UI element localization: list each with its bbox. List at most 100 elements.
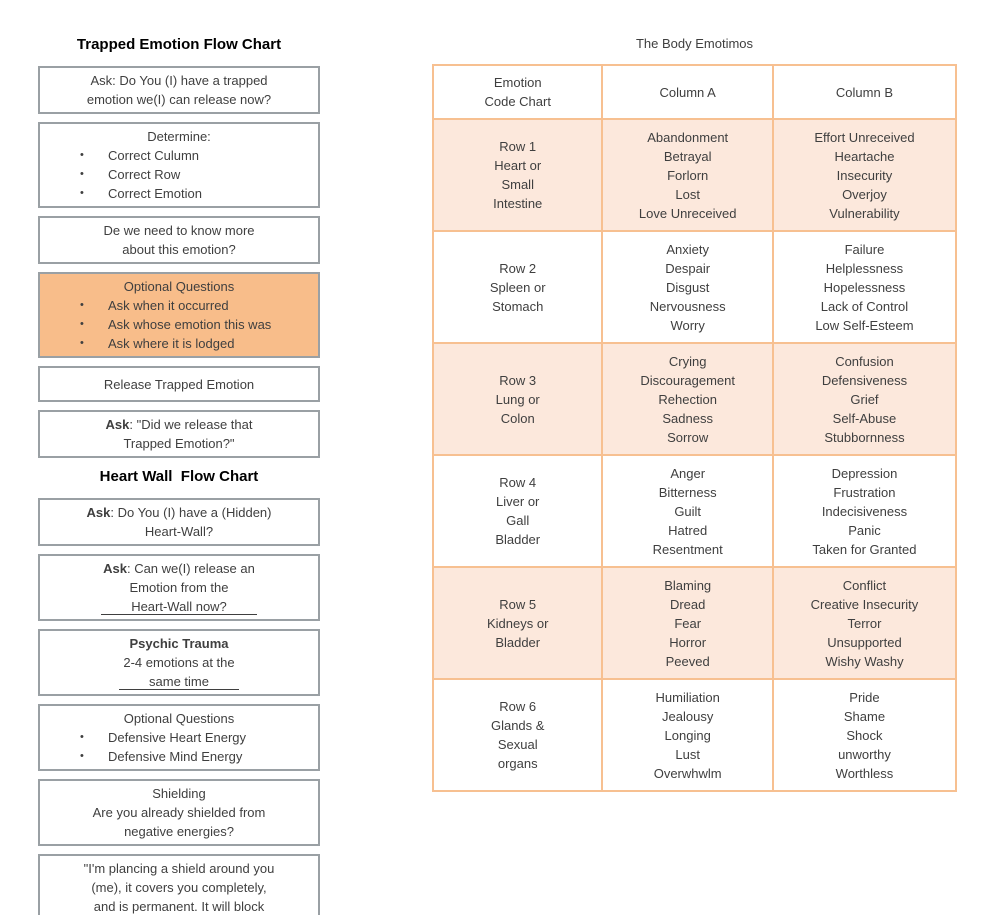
- column-b-cell: Effort Unreceived Heartache Insecurity Over…: [771, 118, 958, 232]
- flow-box-line: Ask: Do You (I) have a (Hidden): [48, 503, 310, 522]
- column-a-cell: Humiliation Jealousy Longing Lust Overwhwlm: [601, 678, 774, 792]
- cell-line: Sorrow: [667, 429, 709, 445]
- flow-box: Optional Questions • Defensive Heart Energ…: [38, 704, 320, 771]
- emotions-table: Emotion Code Chart Column A Column B Row…: [431, 64, 958, 792]
- flow-box: De we need to know more about this emotio…: [38, 216, 320, 264]
- cell-line: Lost: [675, 186, 700, 202]
- table-row: Row 3 Lung or Colon Crying Discouragement Reh…: [431, 342, 958, 456]
- header-line: Emotion: [493, 75, 542, 90]
- flow-box-line: Shielding: [48, 784, 310, 803]
- cell-line: Horror: [669, 634, 707, 650]
- cell-line: unworthy: [838, 746, 891, 762]
- table-row: Row 6 Glands & Sexual organs Humiliation Jeal…: [431, 678, 958, 792]
- cell-line: Small: [501, 177, 534, 192]
- flow-box: Determine: • Correct Culumn • Correct Row • Co…: [38, 122, 320, 208]
- cell-line: Overwhwlm: [653, 765, 722, 781]
- flowchart-trapped-emotion: Trapped Emotion Flow Chart Ask: Do You (I…: [38, 36, 320, 458]
- flow-box-text: Optional Questions: [123, 711, 235, 726]
- cell-line: Anxiety: [666, 241, 709, 257]
- flow-box-line: Heart-Wall?: [48, 522, 310, 541]
- flow-box-line: and is permanent. It will block: [48, 897, 310, 915]
- cell-line: Abandonment: [647, 129, 729, 145]
- cell-line: Heartache: [834, 148, 895, 164]
- column-a-cell: Anger Bitterness Guilt Hatred Resentment: [601, 454, 774, 568]
- column-b-cell: Confusion Defensiveness Grief Self-Abuse Stu…: [771, 342, 958, 456]
- column-b-cell: Failure Helplessness Hopelessness Lack of C…: [771, 230, 958, 344]
- flow-box-text: Correct Culumn: [108, 148, 200, 163]
- table-row: Row 1 Heart or Small Intestine Abandonment Be…: [431, 118, 958, 232]
- flow-box-text: Are you already shielded from: [92, 805, 266, 820]
- cell-line: Conflict: [842, 577, 887, 593]
- cell-line: Discouragement: [640, 372, 735, 388]
- cell-line: Fear: [674, 615, 702, 631]
- flow-box-text: about this emotion?: [122, 242, 236, 257]
- flow-box-text: Optional Questions: [123, 279, 235, 294]
- flow-box-text: Ask: Do You (I) have a trapped: [90, 73, 268, 88]
- cell-line: Spleen or: [489, 279, 546, 295]
- cell-line: Confusion: [835, 353, 894, 369]
- flow-box: Psychic Trauma 2-4 emotions at the same ti…: [38, 629, 320, 696]
- cell-line: Crying: [668, 353, 707, 369]
- flow-box-line: • Ask whose emotion this was: [48, 315, 310, 334]
- cell-line: Lust: [675, 746, 700, 762]
- cell-line: Frustration: [833, 484, 896, 500]
- flow-box-line: emotion we(I) can release now?: [48, 90, 310, 109]
- cell-line: Unsupported: [827, 634, 902, 650]
- cell-line: Shame: [843, 708, 886, 724]
- flow-box: Ask: Can we(I) release an Emotion from th…: [38, 554, 320, 621]
- cell-line: Grief: [850, 391, 879, 407]
- flow-box-line: same time: [48, 672, 310, 691]
- cell-line: Failure: [844, 241, 885, 257]
- flow-box: Shielding Are you already shielded from ne…: [38, 779, 320, 846]
- flow-box-text: Release Trapped Emotion: [103, 376, 255, 392]
- cell-line: Disgust: [666, 279, 710, 295]
- cell-line: Panic: [848, 522, 881, 538]
- cell-line: Guilt: [674, 503, 702, 519]
- cell-line: Stomach: [492, 298, 544, 314]
- flow-box-text: De we need to know more: [103, 223, 255, 238]
- bullet-icon: •: [80, 318, 84, 330]
- flow-box-text: (me), it covers you completely,: [91, 880, 267, 895]
- cell-line: Bladder: [495, 532, 541, 547]
- cell-line: Worry: [670, 317, 705, 333]
- flow-box-text: emotion we(I) can release now?: [86, 92, 272, 107]
- column-b-cell: Pride Shame Shock unworthy Worthless: [771, 678, 958, 792]
- cell-line: Lung or: [495, 391, 540, 407]
- cell-line: Indecisiveness: [821, 503, 908, 519]
- flow-box-line: Psychic Trauma: [48, 634, 310, 653]
- flow-box-line: (me), it covers you completely,: [48, 878, 310, 897]
- flow-box-text: "I'm plancing a shield around you: [83, 861, 275, 876]
- flow-box-line: • Correct Culumn: [48, 146, 310, 165]
- flow-box-text: Correct Row: [108, 167, 181, 182]
- cell-line: Blaming: [664, 577, 712, 593]
- flow-box-line: "I'm plancing a shield around you: [48, 859, 310, 878]
- table-row: Row 4 Liver or Gall Bladder Anger Bitterness G…: [431, 454, 958, 568]
- flow-box-text: Ask: Do You (I) have a (Hidden): [86, 505, 272, 520]
- header-line: Code Chart: [484, 94, 551, 109]
- cell-line: Helplessness: [825, 260, 904, 276]
- table-row: Row 2 Spleen or Stomach Anxiety Despair Disgu…: [431, 230, 958, 344]
- cell-line: Row 3: [499, 372, 537, 388]
- cell-line: Rehection: [658, 391, 717, 407]
- flow-box-line: • Ask where it is lodged: [48, 334, 310, 353]
- cell-line: Overjoy: [842, 186, 887, 202]
- cell-line: Pride: [849, 689, 880, 705]
- cell-line: organs: [497, 756, 538, 771]
- flow-box: Ask: Do You (I) have a trapped emotion we…: [38, 66, 320, 114]
- header-cell-column-b: Column B: [771, 64, 958, 120]
- flow-box-text: Determine:: [147, 129, 211, 144]
- column-a-cell: Blaming Dread Fear Horror Peeved: [601, 566, 774, 680]
- cell-line: Humiliation: [655, 689, 720, 705]
- bullet-icon: •: [80, 168, 84, 180]
- bullet-icon: •: [80, 187, 84, 199]
- row-label-cell: Row 3 Lung or Colon: [431, 342, 604, 456]
- flow-box-line: Ask: "Did we release that: [48, 415, 310, 434]
- cell-line: Bladder: [495, 634, 541, 650]
- flow-box-text: Heart-Wall?: [144, 524, 214, 539]
- flow-box: Release Trapped Emotion: [38, 366, 320, 402]
- flow-box-line: Are you already shielded from: [48, 803, 310, 822]
- flow-box: "I'm plancing a shield around you (me), i…: [38, 854, 320, 915]
- flowchart-title: Trapped Emotion Flow Chart: [76, 36, 282, 53]
- cell-line: Depression: [831, 465, 898, 481]
